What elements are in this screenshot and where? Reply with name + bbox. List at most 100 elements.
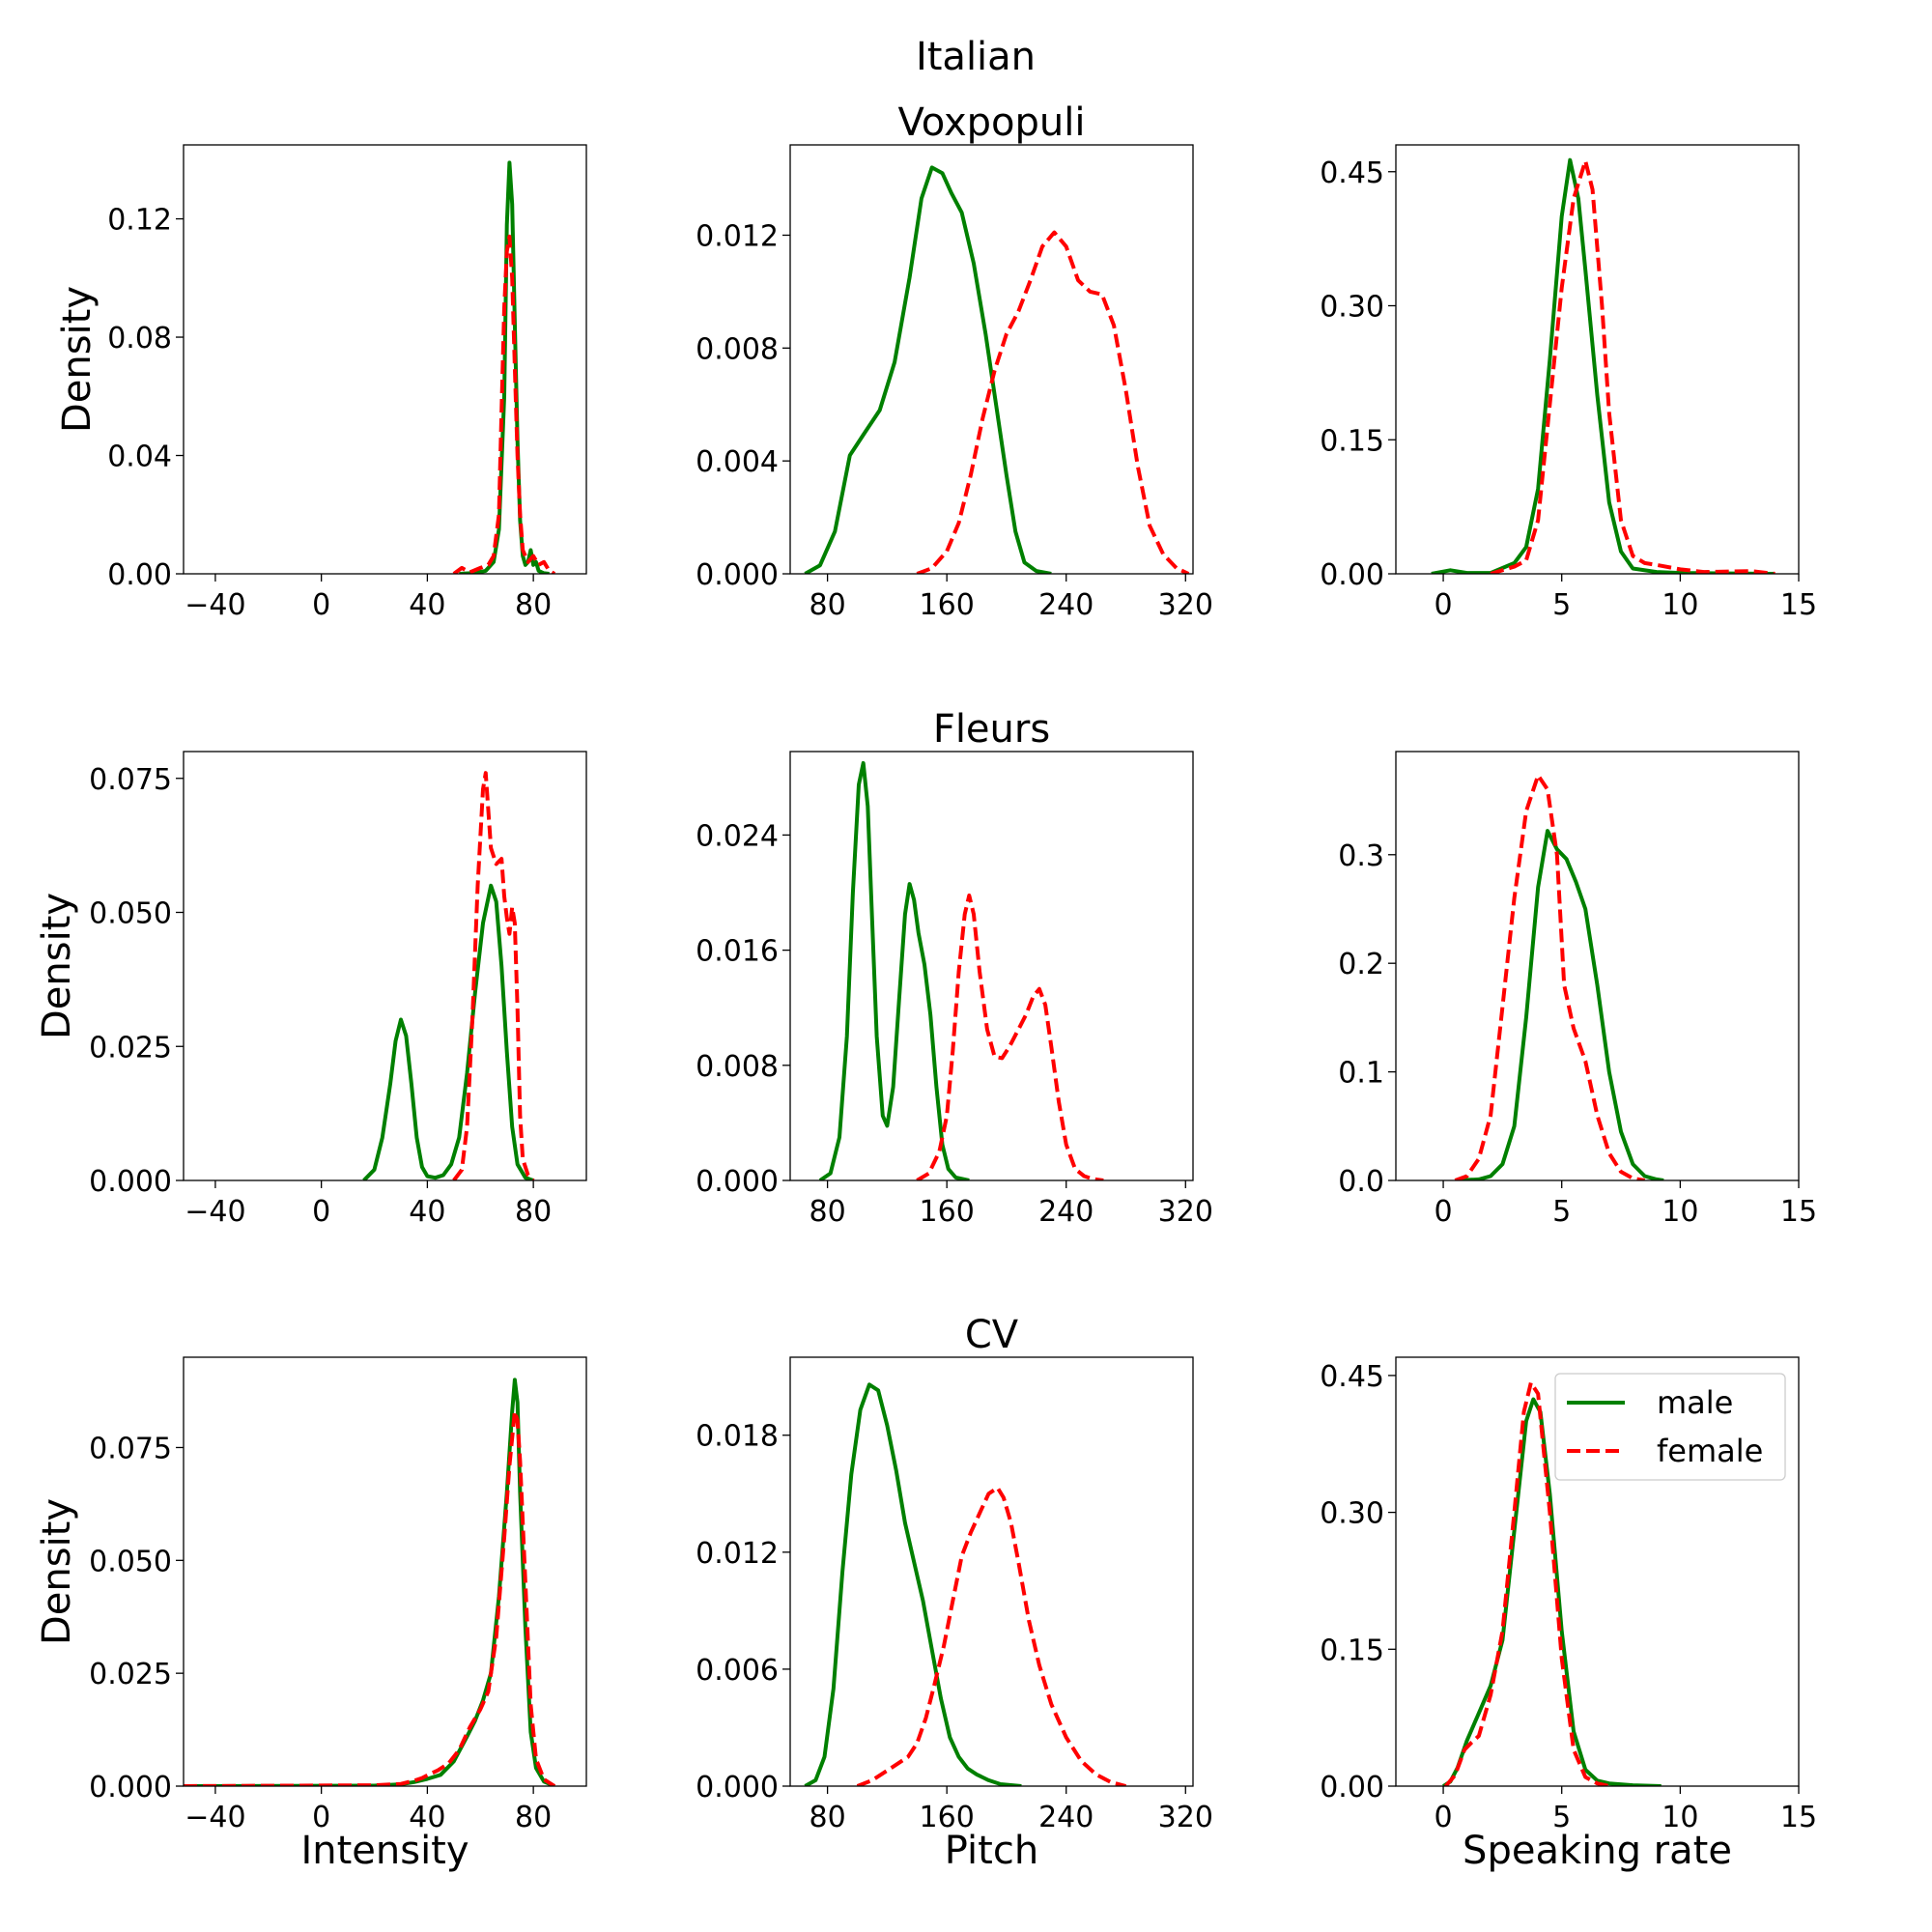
y-tick-label: 0.000 xyxy=(89,1165,172,1199)
x-tick-label: 0 xyxy=(312,1195,330,1229)
y-tick-label: 0.45 xyxy=(1320,156,1384,190)
panel-voxpopuli-pitch: 80 160 240 320 0.000 0.004 0.008 0.012 Voxpopuli xyxy=(696,100,1213,622)
y-tick-label: 0.000 xyxy=(696,558,779,592)
series-line-female xyxy=(1454,773,1645,1180)
axes-frame xyxy=(789,1356,1194,1787)
y-tick-label: 0.000 xyxy=(696,1165,779,1199)
axes-frame xyxy=(1395,751,1800,1181)
y-tick-label: 0.08 xyxy=(107,322,172,355)
x-tick-label: 0 xyxy=(1435,588,1453,622)
x-tick-label: 240 xyxy=(1038,1195,1094,1229)
y-axis-label: Density xyxy=(35,893,79,1039)
series-group xyxy=(452,160,556,574)
series-line-female xyxy=(856,1486,1127,1786)
x-tick-label: 80 xyxy=(810,1195,846,1229)
x-tick-label: 5 xyxy=(1552,1195,1571,1229)
x-tick-label: 240 xyxy=(1038,588,1094,622)
series-group xyxy=(804,1382,1127,1786)
x-tick-label: 10 xyxy=(1662,1801,1698,1834)
legend-label-female: female xyxy=(1657,1433,1763,1469)
x-tick-label: 160 xyxy=(920,1195,975,1229)
x-tick-label: 240 xyxy=(1038,1801,1094,1834)
y-tick-label: 0.45 xyxy=(1320,1360,1384,1394)
legend: male female xyxy=(1554,1373,1786,1481)
x-tick-label: 320 xyxy=(1158,1801,1213,1834)
y-tick-label: 0.025 xyxy=(89,1658,172,1691)
series-group xyxy=(818,760,1104,1180)
x-tick-label: 40 xyxy=(409,1195,445,1229)
series-line-female xyxy=(184,1409,556,1786)
y-tick-label: 0.012 xyxy=(696,219,779,253)
y-axis-label: Density xyxy=(35,1498,79,1645)
y-tick-label: 0.00 xyxy=(1320,558,1384,592)
series-group xyxy=(1431,157,1776,574)
x-axis-label: Speaking rate xyxy=(1463,1829,1732,1873)
y-tick-label: 0.012 xyxy=(696,1537,779,1571)
y-tick-label: 0.30 xyxy=(1320,291,1384,325)
y-tick-label: 0.30 xyxy=(1320,1497,1384,1531)
y-tick-label: 0.006 xyxy=(696,1654,779,1688)
panel-title: Fleurs xyxy=(933,707,1050,752)
y-axis-label: Density xyxy=(55,286,99,433)
y-tick-label: 0.050 xyxy=(89,1545,172,1578)
y-tick-label: 0.075 xyxy=(89,763,172,797)
y-tick-label: 0.2 xyxy=(1338,948,1384,981)
series-group xyxy=(1454,773,1664,1180)
x-tick-label: 80 xyxy=(515,1195,552,1229)
panel-fleurs-rate: 0 5 10 15 0.0 0.1 0.2 0.3 xyxy=(1338,751,1817,1229)
y-tick-label: 0.00 xyxy=(1320,1771,1384,1804)
x-tick-label: 0 xyxy=(312,1801,330,1834)
panel-voxpopuli-intensity: −40 0 40 80 0.00 0.04 0.08 0.12 Density xyxy=(55,144,587,622)
y-tick-label: 0.000 xyxy=(89,1771,172,1804)
axes-frame xyxy=(183,1356,587,1787)
y-tick-label: 0.024 xyxy=(696,819,779,853)
y-tick-label: 0.1 xyxy=(1338,1057,1384,1091)
series-line-male xyxy=(1455,829,1664,1180)
x-tick-label: 0 xyxy=(1435,1195,1453,1229)
x-tick-label: 160 xyxy=(920,1801,975,1834)
series-line-male xyxy=(1442,1397,1662,1786)
series-line-female xyxy=(1490,158,1776,574)
axes-frame xyxy=(789,144,1194,575)
panel-fleurs-pitch: 80 160 240 320 0.000 0.008 0.016 0.024 Fleurs xyxy=(696,707,1213,1229)
y-tick-label: 0.000 xyxy=(696,1771,779,1804)
series-line-male xyxy=(804,1382,1022,1786)
y-tick-label: 0.004 xyxy=(696,445,779,479)
series-line-male xyxy=(1431,157,1776,574)
panel-voxpopuli-rate: 0 5 10 15 0.00 0.15 0.30 0.45 xyxy=(1320,144,1817,622)
x-tick-label: 0 xyxy=(312,588,330,622)
panel-title: Voxpopuli xyxy=(897,100,1085,145)
axes-frame xyxy=(183,751,587,1181)
series-line-female xyxy=(916,894,1104,1180)
y-tick-label: 0.016 xyxy=(696,935,779,969)
axes-frame xyxy=(183,144,587,575)
y-tick-label: 0.008 xyxy=(696,1050,779,1084)
series-group xyxy=(1442,1380,1662,1786)
series-line-female xyxy=(916,230,1190,574)
x-tick-label: 80 xyxy=(515,588,552,622)
y-tick-label: 0.050 xyxy=(89,897,172,931)
axes-frame xyxy=(1395,144,1800,575)
series-line-female xyxy=(452,234,556,574)
series-line-female xyxy=(452,771,535,1180)
panel-cv-intensity: −40 0 40 80 0.000 0.025 0.050 0.075 Density Inten… xyxy=(35,1356,587,1873)
x-tick-label: 15 xyxy=(1780,1801,1817,1834)
series-group xyxy=(184,1378,556,1786)
panel-fleurs-intensity: −40 0 40 80 0.000 0.025 0.050 0.075 Density xyxy=(35,751,587,1229)
x-tick-label: 80 xyxy=(810,1801,846,1834)
x-tick-label: −40 xyxy=(185,1195,245,1229)
series-line-male xyxy=(184,1378,555,1786)
y-tick-label: 0.15 xyxy=(1320,1634,1384,1667)
series-group xyxy=(362,771,535,1180)
x-tick-label: 80 xyxy=(810,588,846,622)
y-tick-label: 0.3 xyxy=(1338,839,1384,873)
panel-cv-pitch: 80 160 240 320 0.000 0.006 0.012 0.018 CV Pitch xyxy=(696,1313,1213,1873)
y-tick-label: 0.15 xyxy=(1320,424,1384,458)
x-axis-label: Pitch xyxy=(945,1829,1038,1873)
x-tick-label: 5 xyxy=(1552,588,1571,622)
y-tick-label: 0.075 xyxy=(89,1432,172,1465)
legend-box xyxy=(1554,1373,1786,1481)
panel-title: CV xyxy=(965,1313,1019,1357)
